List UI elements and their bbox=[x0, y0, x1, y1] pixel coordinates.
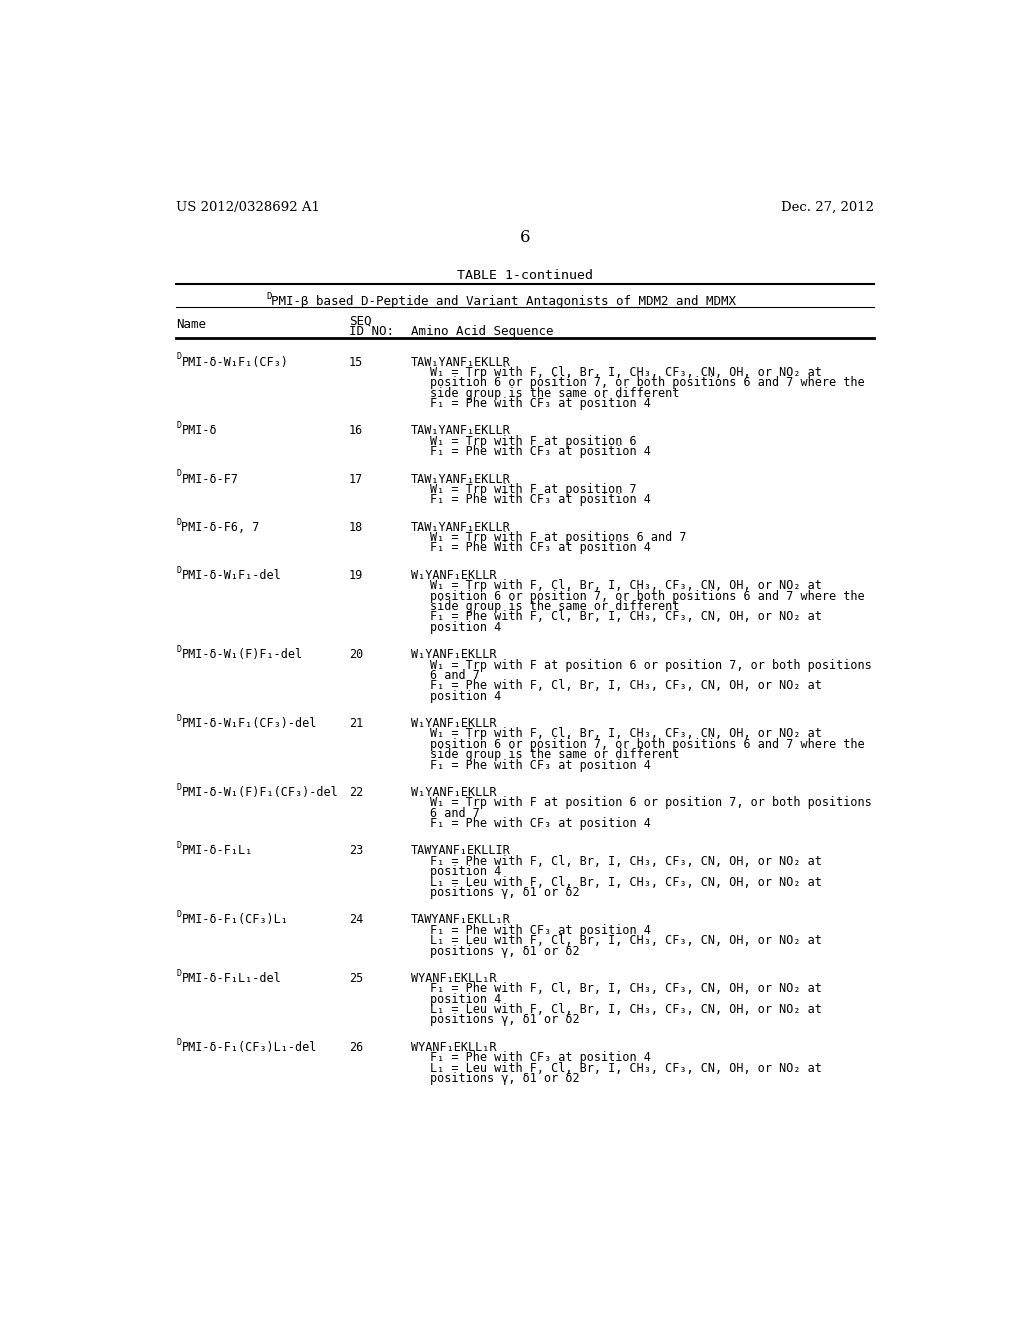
Text: TAWYANF₁EKLL₁R: TAWYANF₁EKLL₁R bbox=[411, 913, 511, 927]
Text: PMI-δ-W₁F₁(CF₃): PMI-δ-W₁F₁(CF₃) bbox=[181, 355, 289, 368]
Text: F₁ = Phe with CF₃ at position 4: F₁ = Phe with CF₃ at position 4 bbox=[430, 759, 651, 772]
Text: 24: 24 bbox=[349, 913, 364, 927]
Text: side group is the same or different: side group is the same or different bbox=[430, 748, 680, 762]
Text: F₁ = Phe With CF₃ at position 4: F₁ = Phe With CF₃ at position 4 bbox=[430, 541, 651, 554]
Text: F₁ = Phe with F, Cl, Br, I, CH₃, CF₃, CN, OH, or NO₂ at: F₁ = Phe with F, Cl, Br, I, CH₃, CF₃, CN… bbox=[430, 680, 822, 692]
Text: PMI-δ-F7: PMI-δ-F7 bbox=[181, 473, 239, 486]
Text: positions γ, δ1 or δ2: positions γ, δ1 or δ2 bbox=[430, 1072, 580, 1085]
Text: 20: 20 bbox=[349, 648, 364, 661]
Text: 16: 16 bbox=[349, 425, 364, 437]
Text: PMI-δ-F₁(CF₃)L₁-del: PMI-δ-F₁(CF₃)L₁-del bbox=[181, 1040, 316, 1053]
Text: side group is the same or different: side group is the same or different bbox=[430, 387, 680, 400]
Text: WYANF₁EKLL₁R: WYANF₁EKLL₁R bbox=[411, 1040, 497, 1053]
Text: PMI-δ-W₁(F)F₁(CF₃)-del: PMI-δ-W₁(F)F₁(CF₃)-del bbox=[181, 785, 338, 799]
Text: position 4: position 4 bbox=[430, 866, 502, 878]
Text: position 6 or position 7, or both positions 6 and 7 where the: position 6 or position 7, or both positi… bbox=[430, 738, 865, 751]
Text: W₁ = Trp with F at position 6: W₁ = Trp with F at position 6 bbox=[430, 434, 637, 447]
Text: F₁ = Phe with CF₃ at position 4: F₁ = Phe with CF₃ at position 4 bbox=[430, 924, 651, 937]
Text: position 4: position 4 bbox=[430, 620, 502, 634]
Text: Name: Name bbox=[176, 318, 206, 331]
Text: W₁YANF₁EKLLR: W₁YANF₁EKLLR bbox=[411, 785, 497, 799]
Text: D: D bbox=[176, 714, 181, 723]
Text: D: D bbox=[176, 911, 181, 919]
Text: L₁ = Leu with F, Cl, Br, I, CH₃, CF₃, CN, OH, or NO₂ at: L₁ = Leu with F, Cl, Br, I, CH₃, CF₃, CN… bbox=[430, 1061, 822, 1074]
Text: D: D bbox=[176, 783, 181, 792]
Text: TABLE 1-continued: TABLE 1-continued bbox=[457, 268, 593, 281]
Text: F₁ = Phe with CF₃ at position 4: F₁ = Phe with CF₃ at position 4 bbox=[430, 817, 651, 830]
Text: Amino Acid Sequence: Amino Acid Sequence bbox=[411, 325, 553, 338]
Text: 6 and 7: 6 and 7 bbox=[430, 669, 480, 682]
Text: D: D bbox=[176, 566, 181, 574]
Text: F₁ = Phe with CF₃ at position 4: F₁ = Phe with CF₃ at position 4 bbox=[430, 1051, 651, 1064]
Text: PMI-δ-W₁F₁(CF₃)-del: PMI-δ-W₁F₁(CF₃)-del bbox=[181, 717, 316, 730]
Text: PMI-δ-F₁(CF₃)L₁: PMI-δ-F₁(CF₃)L₁ bbox=[181, 913, 289, 927]
Text: D: D bbox=[176, 1038, 181, 1047]
Text: 26: 26 bbox=[349, 1040, 364, 1053]
Text: TAW₁YANF₁EKLLR: TAW₁YANF₁EKLLR bbox=[411, 473, 511, 486]
Text: W₁ = Trp with F, Cl, Br, I, CH₃, CF₃, CN, OH, or NO₂ at: W₁ = Trp with F, Cl, Br, I, CH₃, CF₃, CN… bbox=[430, 727, 822, 741]
Text: L₁ = Leu with F, Cl, Br, I, CH₃, CF₃, CN, OH, or NO₂ at: L₁ = Leu with F, Cl, Br, I, CH₃, CF₃, CN… bbox=[430, 1003, 822, 1016]
Text: D: D bbox=[176, 470, 181, 478]
Text: SEQ: SEQ bbox=[349, 314, 372, 327]
Text: side group is the same or different: side group is the same or different bbox=[430, 601, 680, 612]
Text: F₁ = Phe with F, Cl, Br, I, CH₃, CF₃, CN, OH, or NO₂ at: F₁ = Phe with F, Cl, Br, I, CH₃, CF₃, CN… bbox=[430, 855, 822, 867]
Text: W₁ = Trp with F, Cl, Br, I, CH₃, CF₃, CN, OH, or NO₂ at: W₁ = Trp with F, Cl, Br, I, CH₃, CF₃, CN… bbox=[430, 579, 822, 593]
Text: position 4: position 4 bbox=[430, 993, 502, 1006]
Text: 6: 6 bbox=[519, 230, 530, 247]
Text: W₁ = Trp with F at position 7: W₁ = Trp with F at position 7 bbox=[430, 483, 637, 496]
Text: positions γ, δ1 or δ2: positions γ, δ1 or δ2 bbox=[430, 886, 580, 899]
Text: D: D bbox=[176, 645, 181, 653]
Text: W₁ = Trp with F at position 6 or position 7, or both positions: W₁ = Trp with F at position 6 or positio… bbox=[430, 796, 872, 809]
Text: W₁ = Trp with F, Cl, Br, I, CH₃, CF₃, CN, OH, or NO₂ at: W₁ = Trp with F, Cl, Br, I, CH₃, CF₃, CN… bbox=[430, 366, 822, 379]
Text: TAW₁YANF₁EKLLR: TAW₁YANF₁EKLLR bbox=[411, 520, 511, 533]
Text: TAWYANF₁EKLLIR: TAWYANF₁EKLLIR bbox=[411, 845, 511, 858]
Text: F₁ = Phe with F, Cl, Br, I, CH₃, CF₃, CN, OH, or NO₂ at: F₁ = Phe with F, Cl, Br, I, CH₃, CF₃, CN… bbox=[430, 982, 822, 995]
Text: F₁ = Phe with F, Cl, Br, I, CH₃, CF₃, CN, OH, or NO₂ at: F₁ = Phe with F, Cl, Br, I, CH₃, CF₃, CN… bbox=[430, 610, 822, 623]
Text: F₁ = Phe with CF₃ at position 4: F₁ = Phe with CF₃ at position 4 bbox=[430, 397, 651, 411]
Text: D: D bbox=[176, 421, 181, 430]
Text: 22: 22 bbox=[349, 785, 364, 799]
Text: W₁YANF₁EKLLR: W₁YANF₁EKLLR bbox=[411, 648, 497, 661]
Text: TAW₁YANF₁EKLLR: TAW₁YANF₁EKLLR bbox=[411, 425, 511, 437]
Text: Dec. 27, 2012: Dec. 27, 2012 bbox=[780, 201, 873, 214]
Text: W₁ = Trp with F at positions 6 and 7: W₁ = Trp with F at positions 6 and 7 bbox=[430, 531, 687, 544]
Text: PMI-δ-W₁F₁-del: PMI-δ-W₁F₁-del bbox=[181, 569, 282, 582]
Text: TAW₁YANF₁EKLLR: TAW₁YANF₁EKLLR bbox=[411, 355, 511, 368]
Text: PMI-δ-F₁L₁: PMI-δ-F₁L₁ bbox=[181, 845, 253, 858]
Text: D: D bbox=[176, 352, 181, 362]
Text: L₁ = Leu with F, Cl, Br, I, CH₃, CF₃, CN, OH, or NO₂ at: L₁ = Leu with F, Cl, Br, I, CH₃, CF₃, CN… bbox=[430, 935, 822, 948]
Text: D: D bbox=[176, 841, 181, 850]
Text: 6 and 7: 6 and 7 bbox=[430, 807, 480, 820]
Text: PMI-δ-F₁L₁-del: PMI-δ-F₁L₁-del bbox=[181, 972, 282, 985]
Text: D: D bbox=[176, 969, 181, 978]
Text: F₁ = Phe with CF₃ at position 4: F₁ = Phe with CF₃ at position 4 bbox=[430, 494, 651, 507]
Text: PMI-δ: PMI-δ bbox=[181, 425, 217, 437]
Text: 19: 19 bbox=[349, 569, 364, 582]
Text: ID NO:: ID NO: bbox=[349, 325, 394, 338]
Text: 17: 17 bbox=[349, 473, 364, 486]
Text: PMI-β based D-Peptide and Variant Antagonists of MDM2 and MDMX: PMI-β based D-Peptide and Variant Antago… bbox=[271, 294, 736, 308]
Text: W₁ = Trp with F at position 6 or position 7, or both positions: W₁ = Trp with F at position 6 or positio… bbox=[430, 659, 872, 672]
Text: PMI-δ-F6, 7: PMI-δ-F6, 7 bbox=[181, 520, 260, 533]
Text: PMI-δ-W₁(F)F₁-del: PMI-δ-W₁(F)F₁-del bbox=[181, 648, 303, 661]
Text: L₁ = Leu with F, Cl, Br, I, CH₃, CF₃, CN, OH, or NO₂ at: L₁ = Leu with F, Cl, Br, I, CH₃, CF₃, CN… bbox=[430, 875, 822, 888]
Text: 15: 15 bbox=[349, 355, 364, 368]
Text: W₁YANF₁EKLLR: W₁YANF₁EKLLR bbox=[411, 717, 497, 730]
Text: position 6 or position 7, or both positions 6 and 7 where the: position 6 or position 7, or both positi… bbox=[430, 590, 865, 603]
Text: 18: 18 bbox=[349, 520, 364, 533]
Text: W₁YANF₁EKLLR: W₁YANF₁EKLLR bbox=[411, 569, 497, 582]
Text: F₁ = Phe with CF₃ at position 4: F₁ = Phe with CF₃ at position 4 bbox=[430, 445, 651, 458]
Text: positions γ, δ1 or δ2: positions γ, δ1 or δ2 bbox=[430, 1014, 580, 1027]
Text: 21: 21 bbox=[349, 717, 364, 730]
Text: D: D bbox=[176, 517, 181, 527]
Text: position 6 or position 7, or both positions 6 and 7 where the: position 6 or position 7, or both positi… bbox=[430, 376, 865, 389]
Text: 25: 25 bbox=[349, 972, 364, 985]
Text: US 2012/0328692 A1: US 2012/0328692 A1 bbox=[176, 201, 319, 214]
Text: position 4: position 4 bbox=[430, 689, 502, 702]
Text: 23: 23 bbox=[349, 845, 364, 858]
Text: WYANF₁EKLL₁R: WYANF₁EKLL₁R bbox=[411, 972, 497, 985]
Text: D: D bbox=[266, 292, 271, 301]
Text: positions γ, δ1 or δ2: positions γ, δ1 or δ2 bbox=[430, 945, 580, 957]
